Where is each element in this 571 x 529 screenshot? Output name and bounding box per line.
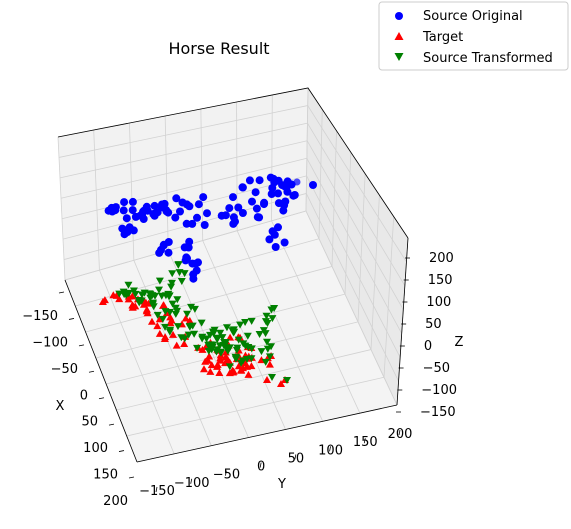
y-tick-label: 200	[388, 427, 413, 442]
z-tick-label: 100	[426, 295, 451, 310]
data-point	[182, 256, 190, 264]
x-tick-mark	[99, 398, 104, 399]
data-point	[105, 207, 113, 215]
y-tick-label: −150	[139, 484, 175, 499]
data-point	[271, 231, 279, 239]
data-point	[185, 244, 193, 252]
legend-marker-circle	[395, 12, 403, 20]
x-tick-label: 100	[83, 441, 108, 456]
y-tick-label: 100	[318, 443, 343, 458]
x-tick-label: −50	[51, 362, 78, 377]
data-point	[260, 199, 268, 207]
data-point	[270, 175, 278, 183]
legend-label: Source Transformed	[423, 51, 553, 66]
data-point	[256, 176, 264, 184]
data-point	[201, 221, 209, 229]
x-tick-mark	[109, 424, 114, 425]
y-axis-label: Y	[277, 477, 286, 492]
data-point	[229, 193, 237, 201]
legend-label: Source Original	[423, 9, 523, 24]
y-tick-label: −100	[174, 476, 210, 491]
data-point	[143, 203, 151, 211]
data-point	[281, 239, 289, 247]
y-tick-label: 0	[257, 460, 265, 475]
data-point	[234, 204, 242, 212]
data-point	[172, 194, 180, 202]
x-axis-label: X	[56, 399, 65, 414]
data-point	[155, 249, 163, 257]
data-point	[126, 223, 134, 231]
x-tick-mark	[129, 477, 134, 478]
data-point	[129, 198, 137, 206]
data-point	[294, 179, 301, 186]
data-point	[274, 223, 282, 231]
y-tick-label: −50	[213, 468, 240, 483]
z-axis-label: Z	[455, 335, 464, 350]
data-point	[123, 214, 131, 222]
x-tick-label: 50	[81, 415, 98, 430]
chart-title: Horse Result	[168, 39, 269, 58]
z-tick-label: 0	[424, 339, 432, 354]
data-point	[154, 208, 162, 216]
x-tick-label: 150	[93, 468, 118, 483]
data-point	[272, 243, 280, 251]
x-tick-mark	[79, 345, 84, 346]
z-tick-label: 200	[429, 251, 454, 266]
z-tick-label: −100	[421, 383, 457, 398]
x-tick-label: 0	[80, 388, 88, 403]
data-point	[203, 209, 211, 217]
x-tick-label: 200	[103, 494, 128, 509]
data-point	[231, 218, 239, 226]
z-tick-label: 50	[425, 317, 442, 332]
data-point	[120, 198, 128, 206]
data-point	[160, 241, 168, 249]
data-point	[161, 200, 169, 208]
data-point	[248, 198, 256, 206]
data-point	[309, 181, 317, 189]
data-point	[165, 249, 173, 257]
z-tick-label: 150	[428, 273, 453, 288]
y-tick-label: 50	[288, 451, 305, 466]
data-point	[239, 183, 247, 191]
data-point	[280, 201, 288, 209]
x-tick-mark	[89, 371, 94, 372]
z-tick-label: −50	[423, 361, 450, 376]
data-point	[188, 220, 196, 228]
data-point	[193, 267, 201, 275]
data-point	[289, 192, 297, 200]
x-tick-mark	[59, 292, 64, 293]
data-point	[138, 211, 146, 219]
x-tick-label: −150	[22, 309, 58, 324]
legend-label: Target	[422, 30, 463, 45]
data-point	[120, 206, 128, 214]
x-tick-label: −100	[32, 335, 68, 350]
legend: Source Original Target Source Transforme…	[379, 2, 568, 70]
x-tick-mark	[69, 318, 74, 319]
data-point	[255, 213, 263, 221]
data-point	[218, 212, 226, 220]
x-tick-mark	[119, 451, 124, 452]
data-point	[195, 200, 203, 208]
data-point	[253, 205, 261, 213]
data-point	[199, 193, 207, 201]
y-tick-label: 150	[353, 435, 378, 450]
z-tick-label: −150	[420, 405, 456, 420]
data-point	[176, 208, 184, 216]
data-point	[129, 206, 137, 214]
data-point	[194, 258, 202, 266]
data-point	[225, 204, 233, 212]
data-point	[246, 176, 254, 184]
data-point	[163, 207, 171, 215]
data-point	[268, 190, 276, 198]
data-point	[252, 188, 260, 196]
